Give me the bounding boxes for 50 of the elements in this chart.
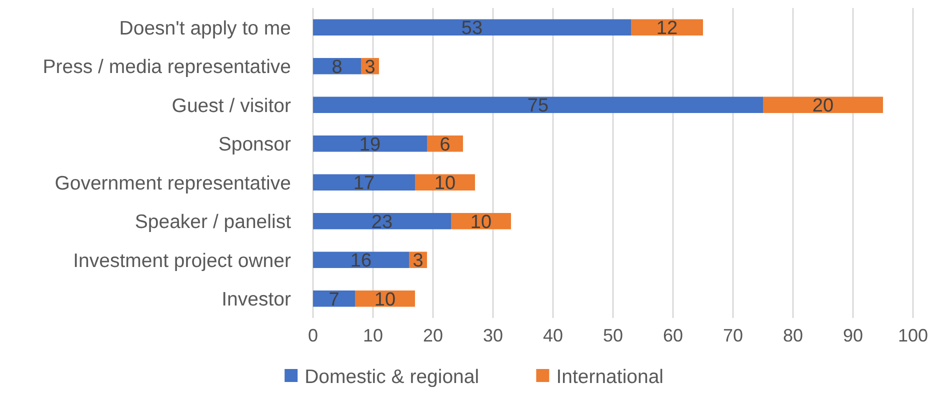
x-tick-label: 10 <box>362 325 384 346</box>
data-label: 23 <box>371 212 393 233</box>
data-label: 20 <box>812 96 834 117</box>
x-tick-label: 100 <box>898 325 928 346</box>
x-tick-label: 40 <box>542 325 564 346</box>
data-label: 17 <box>353 173 375 194</box>
bar <box>313 135 427 152</box>
x-tick-label: 60 <box>662 325 684 346</box>
data-label: 53 <box>461 18 483 40</box>
bar <box>763 96 883 114</box>
y-tick-label: Investor <box>222 288 292 311</box>
y-tick-label: Government representative <box>54 172 291 194</box>
bar <box>313 174 415 191</box>
y-tick-label: Guest / visitor <box>172 94 292 117</box>
x-tick-label: 50 <box>602 325 624 346</box>
bar <box>313 252 409 268</box>
bar <box>631 19 703 36</box>
data-label: 19 <box>359 134 381 156</box>
x-tick-label: 20 <box>422 325 444 346</box>
y-tick-label: Speaker / panelist <box>134 211 292 234</box>
bar <box>313 58 361 74</box>
y-tick-label: Press / media representative <box>42 56 291 78</box>
data-label: 10 <box>374 289 396 310</box>
bar <box>313 212 451 230</box>
data-label: 10 <box>434 173 456 194</box>
data-label: 7 <box>328 289 340 310</box>
data-label: 10 <box>470 212 492 233</box>
x-tick-label: 30 <box>482 325 504 346</box>
data-label: 3 <box>364 56 376 78</box>
bar <box>451 212 511 230</box>
legend-label: International <box>556 366 664 388</box>
data-label: 8 <box>332 56 342 78</box>
y-tick-label: Sponsor <box>218 134 292 156</box>
bar <box>415 174 475 191</box>
data-label: 3 <box>412 250 424 272</box>
x-tick-label: 90 <box>842 325 864 346</box>
data-label: 6 <box>440 134 450 156</box>
x-tick-label: 80 <box>782 325 804 346</box>
x-tick-label: 70 <box>722 325 744 346</box>
bar <box>355 290 415 307</box>
y-tick-label: Investment project owner <box>73 250 292 272</box>
x-tick-label: 0 <box>308 325 318 346</box>
bar <box>313 19 631 36</box>
bar <box>313 290 355 307</box>
data-label: 75 <box>527 96 549 117</box>
bar <box>313 96 763 114</box>
y-tick-label: Doesn't apply to me <box>119 17 291 40</box>
data-label: 16 <box>350 250 372 272</box>
legend-label: Domestic & regional <box>304 366 480 388</box>
data-label: 12 <box>656 18 678 40</box>
